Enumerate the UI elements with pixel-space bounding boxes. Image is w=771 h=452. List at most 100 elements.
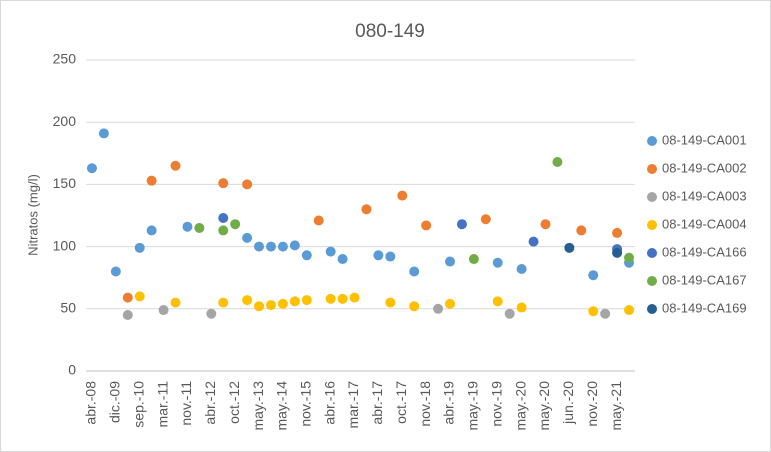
data-point xyxy=(385,251,396,262)
data-point xyxy=(516,302,527,313)
data-point xyxy=(277,298,288,309)
data-point xyxy=(600,308,611,319)
data-point xyxy=(218,178,229,189)
data-point xyxy=(576,225,587,236)
data-point xyxy=(313,215,324,226)
data-point xyxy=(206,308,217,319)
data-point xyxy=(325,293,336,304)
data-point xyxy=(337,254,348,265)
data-point xyxy=(480,214,491,225)
data-point xyxy=(301,250,312,261)
x-tick-label: nov.-18 xyxy=(417,381,433,427)
data-point xyxy=(182,221,193,232)
data-point xyxy=(504,308,515,319)
data-point xyxy=(373,250,384,261)
x-tick-label: dic.-09 xyxy=(107,381,123,423)
data-point xyxy=(492,296,503,307)
data-point xyxy=(170,297,181,308)
legend-marker xyxy=(647,220,657,230)
data-point xyxy=(337,293,348,304)
legend-marker xyxy=(647,248,657,258)
legend-marker xyxy=(647,164,657,174)
legend-marker xyxy=(647,304,657,314)
legend-label: 08-149-CA169 xyxy=(662,300,747,315)
data-point xyxy=(134,291,145,302)
data-point xyxy=(265,300,276,311)
data-point xyxy=(170,160,181,171)
x-tick-label: may.-14 xyxy=(274,381,290,431)
x-tick-label: abr.-17 xyxy=(369,381,385,425)
legend-label: 08-149-CA004 xyxy=(662,216,747,231)
x-tick-label: oct.-17 xyxy=(393,381,409,424)
legend-label: 08-149-CA167 xyxy=(662,272,747,287)
legend-label: 08-149-CA002 xyxy=(662,160,747,175)
x-tick-label: abr.-12 xyxy=(202,381,218,425)
data-point xyxy=(110,266,121,277)
legend-label: 08-149-CA001 xyxy=(662,132,747,147)
y-tick-label: 150 xyxy=(53,175,77,191)
x-tick-label: jun.-20 xyxy=(560,381,576,425)
data-point xyxy=(134,242,145,253)
y-axis-label: Nitratos (mg/l) xyxy=(25,174,40,256)
x-tick-label: mar.-17 xyxy=(345,381,361,429)
data-point xyxy=(122,310,133,321)
y-tick-label: 50 xyxy=(60,300,76,316)
data-point xyxy=(468,254,479,265)
y-tick-label: 0 xyxy=(68,362,76,378)
data-point xyxy=(98,128,109,139)
data-point xyxy=(218,297,229,308)
legend-label: 08-149-CA166 xyxy=(662,244,747,259)
x-tick-label: abr.-08 xyxy=(83,381,99,425)
data-point xyxy=(146,175,157,186)
data-point xyxy=(409,266,420,277)
data-point xyxy=(86,163,97,174)
data-point xyxy=(624,252,635,263)
data-point xyxy=(385,297,396,308)
x-tick-label: mar.-11 xyxy=(154,381,170,428)
data-point xyxy=(242,179,253,190)
data-point xyxy=(540,219,551,230)
x-tick-label: nov.-11 xyxy=(178,381,194,426)
data-point xyxy=(552,157,563,168)
x-tick-label: may.-13 xyxy=(250,381,266,431)
data-point xyxy=(230,219,241,230)
data-point xyxy=(146,225,157,236)
data-point xyxy=(612,247,623,258)
data-point xyxy=(361,204,372,215)
data-point xyxy=(528,236,539,247)
x-tick-label: may.-20 xyxy=(536,381,552,431)
x-tick-label: may.-21 xyxy=(608,381,624,431)
y-tick-label: 200 xyxy=(53,113,77,129)
y-tick-label: 250 xyxy=(53,51,77,67)
data-point xyxy=(445,298,456,309)
data-point xyxy=(218,225,229,236)
data-point xyxy=(242,295,253,306)
legend-marker xyxy=(647,276,657,286)
y-tick-label: 100 xyxy=(53,237,77,253)
x-tick-label: may.-19 xyxy=(465,381,481,431)
data-point xyxy=(325,246,336,257)
data-point xyxy=(516,263,527,274)
data-point xyxy=(397,190,408,201)
data-point xyxy=(265,241,276,252)
data-point xyxy=(588,306,599,317)
data-point xyxy=(158,305,169,316)
data-point xyxy=(289,240,300,251)
data-point xyxy=(445,256,456,267)
x-tick-label: nov.-20 xyxy=(584,381,600,427)
data-point xyxy=(624,305,635,316)
legend-marker xyxy=(647,136,657,146)
x-tick-label: nov.-19 xyxy=(488,381,504,427)
data-point xyxy=(301,295,312,306)
data-point xyxy=(588,270,599,281)
x-tick-label: sep.-10 xyxy=(130,381,146,428)
x-tick-label: nov.-15 xyxy=(297,381,313,427)
chart-title: 080-149 xyxy=(355,21,425,42)
data-point xyxy=(194,222,205,233)
data-point xyxy=(122,292,133,303)
data-point xyxy=(409,301,420,312)
x-tick-label: abr.-19 xyxy=(441,381,457,425)
